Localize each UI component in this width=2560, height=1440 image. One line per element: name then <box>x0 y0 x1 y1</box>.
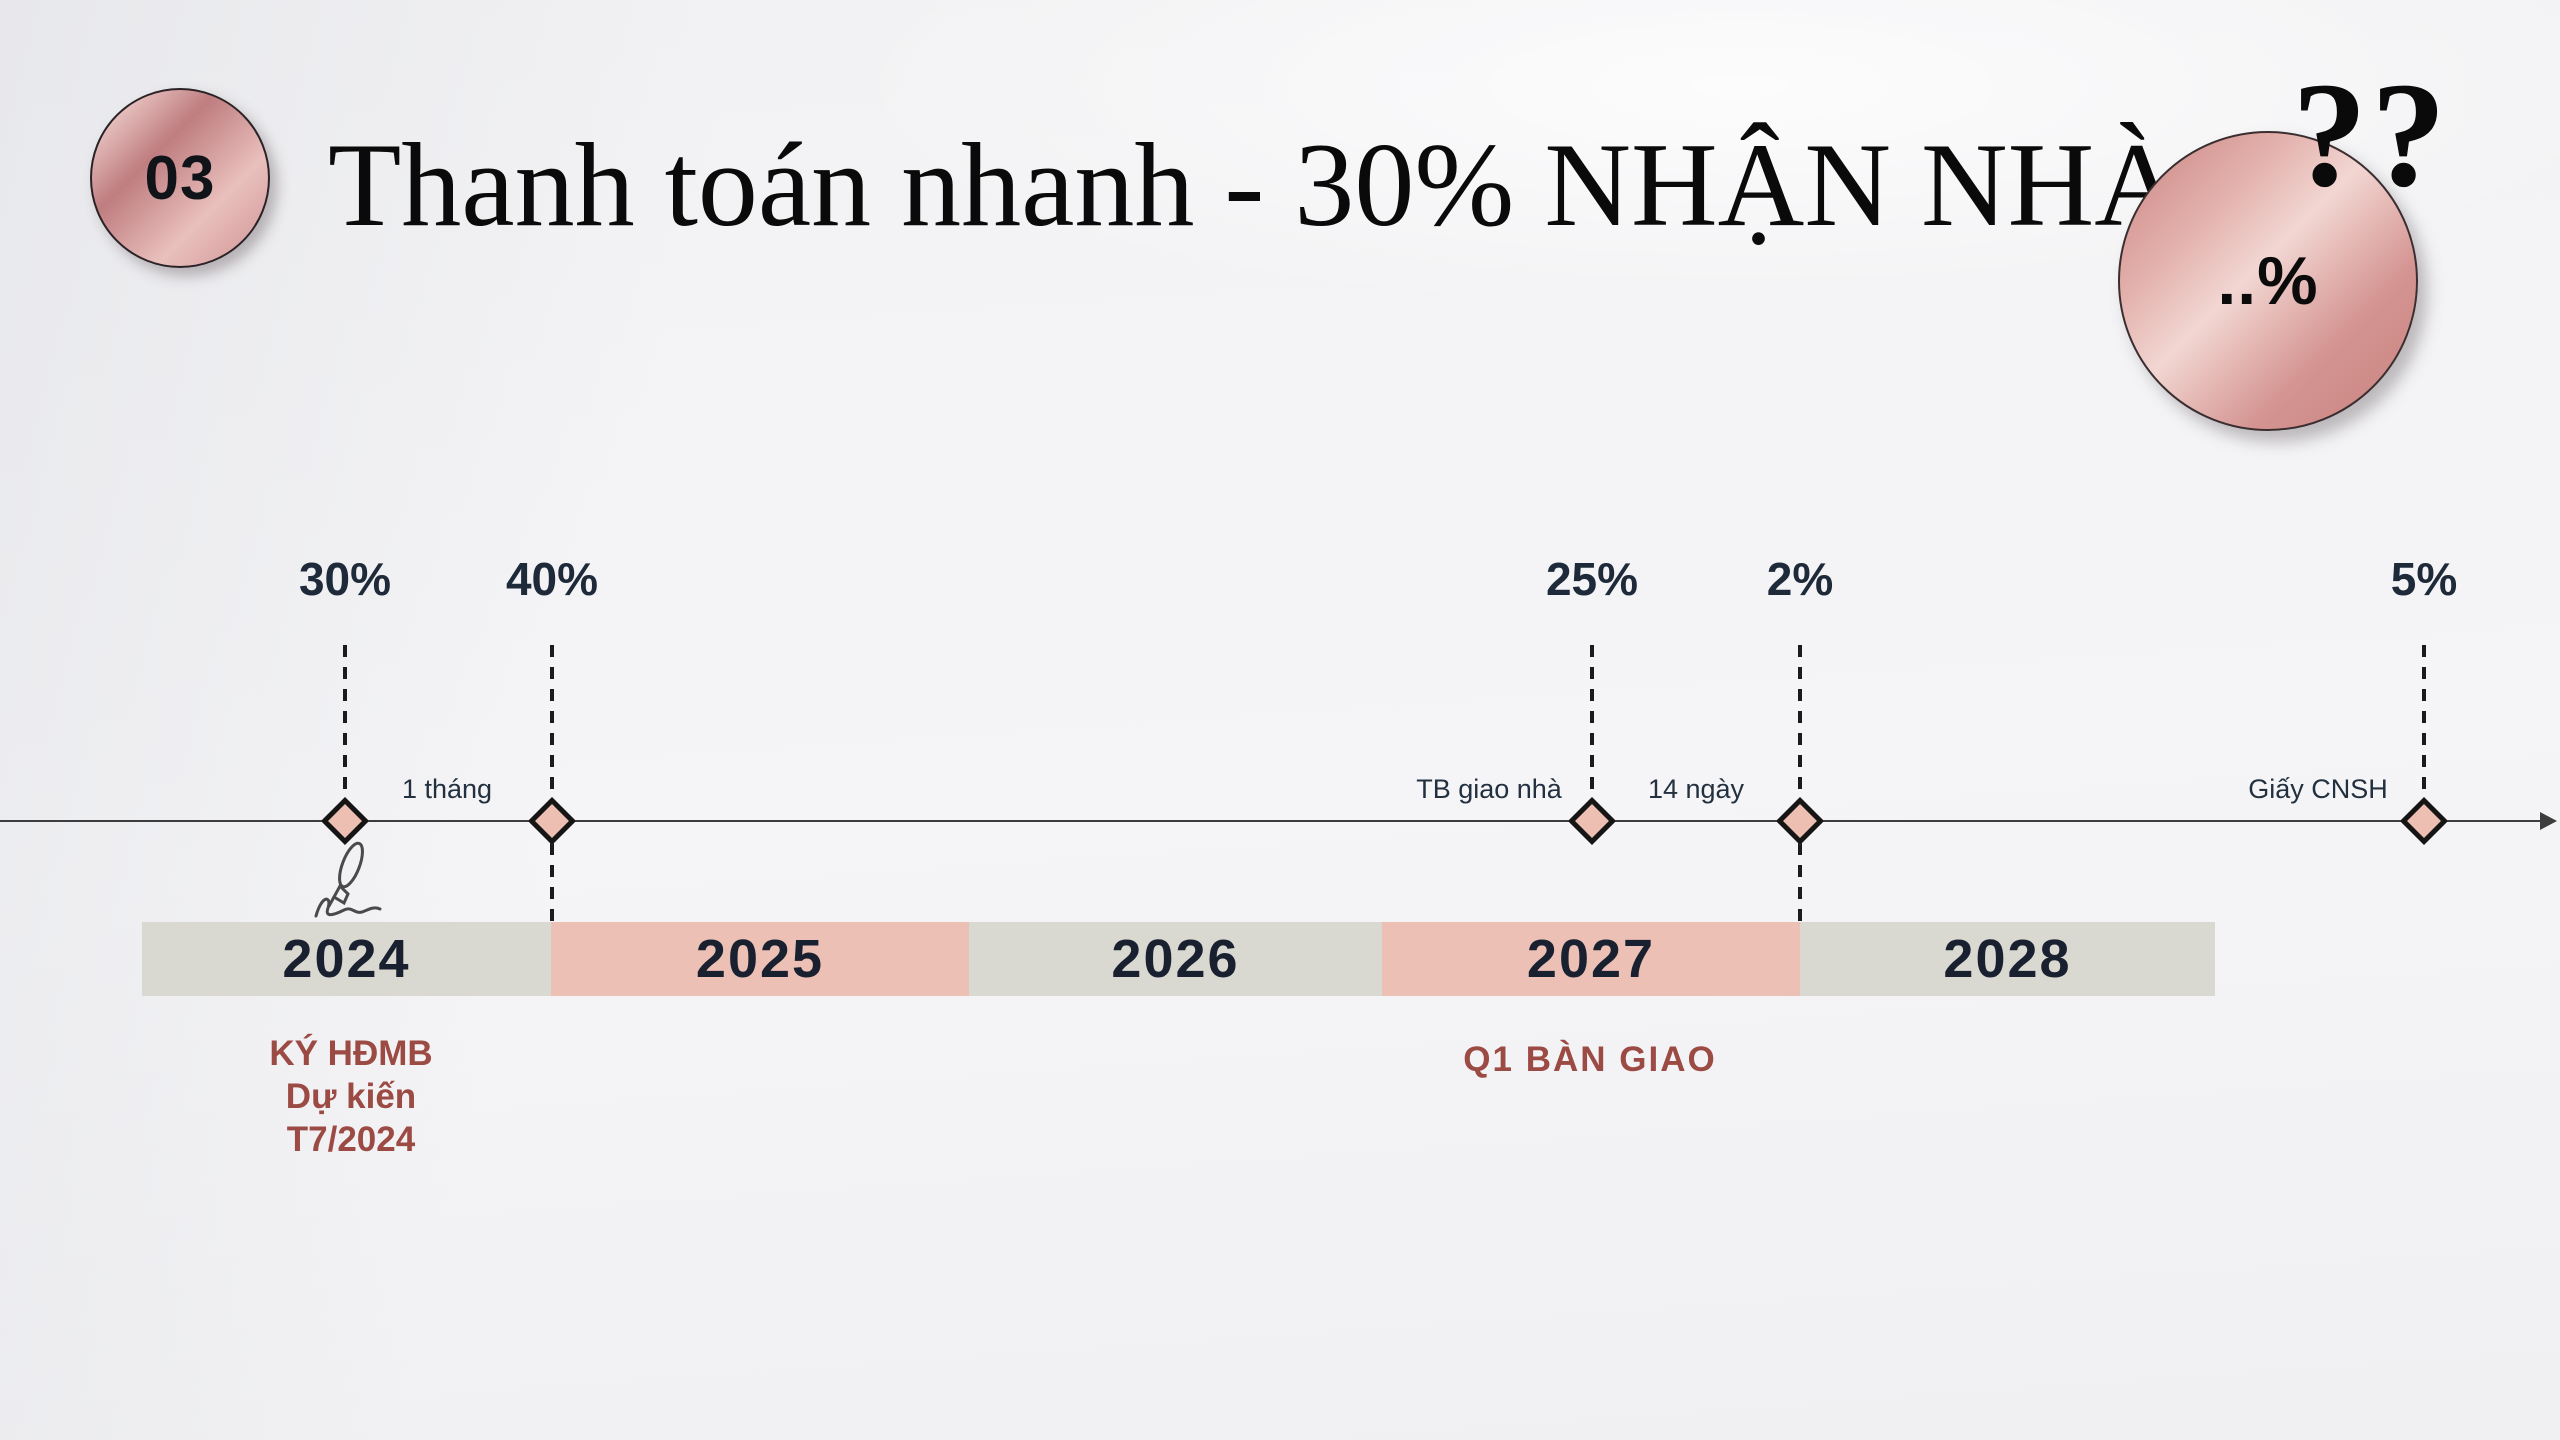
question-marks: ?? <box>2292 52 2450 218</box>
milestone-dashed-line <box>1590 645 1594 803</box>
diamond-marker-icon <box>1775 796 1825 846</box>
timeline-axis <box>0 820 2542 822</box>
diamond-marker-icon <box>527 796 577 846</box>
year-segment-2027: 2027 <box>1382 922 1800 996</box>
milestone-dashed-line <box>1798 645 1802 923</box>
slide-number-badge: 03 <box>90 88 270 268</box>
contract-note-line2: Dự kiến <box>285 1077 417 1116</box>
milestone-dashed-line <box>2422 645 2426 803</box>
milestone-dashed-line <box>343 645 347 803</box>
milestone-percent: 5% <box>2390 553 2458 605</box>
pen-signature-icon <box>314 841 382 918</box>
milestone-percent: 25% <box>1545 553 1639 605</box>
milestone-dashed-line <box>550 645 554 923</box>
contract-note-line1: KÝ HĐMB <box>269 1034 433 1073</box>
interval-label-14-ngay: 14 ngày <box>1647 774 1745 804</box>
year-bar: 2024 2025 2026 2027 2028 <box>142 922 2215 996</box>
milestone-percent: 40% <box>505 553 599 605</box>
page-title: Thanh toán nhanh - 30% NHẬN NHÀ <box>328 118 2181 251</box>
milestone-percent: 2% <box>1766 553 1834 605</box>
percent-placeholder: ..% <box>2217 243 2319 319</box>
timeline-arrow-icon <box>2540 812 2557 830</box>
diamond-marker-icon <box>2399 796 2449 846</box>
year-segment-2025: 2025 <box>551 922 969 996</box>
interval-label-1-thang: 1 tháng <box>401 774 493 804</box>
contract-note-line3: T7/2024 <box>286 1120 416 1159</box>
unknown-percent-circle: ..% <box>2118 131 2418 431</box>
contract-note: KÝ HĐMB Dự kiến T7/2024 <box>269 1032 432 1161</box>
interval-label-giay-cnsh: Giấy CNSH <box>2248 774 2388 804</box>
year-segment-2026: 2026 <box>969 922 1382 996</box>
milestone-percent: 30% <box>298 553 392 605</box>
slide-number: 03 <box>144 143 216 213</box>
handover-note: Q1 BÀN GIAO <box>1463 1040 1717 1079</box>
diamond-marker-icon <box>320 796 370 846</box>
interval-label-tb-giao-nha: TB giao nhà <box>1416 774 1562 804</box>
diamond-marker-icon <box>1567 796 1617 846</box>
year-segment-2028: 2028 <box>1800 922 2215 996</box>
year-segment-2024: 2024 <box>142 922 551 996</box>
